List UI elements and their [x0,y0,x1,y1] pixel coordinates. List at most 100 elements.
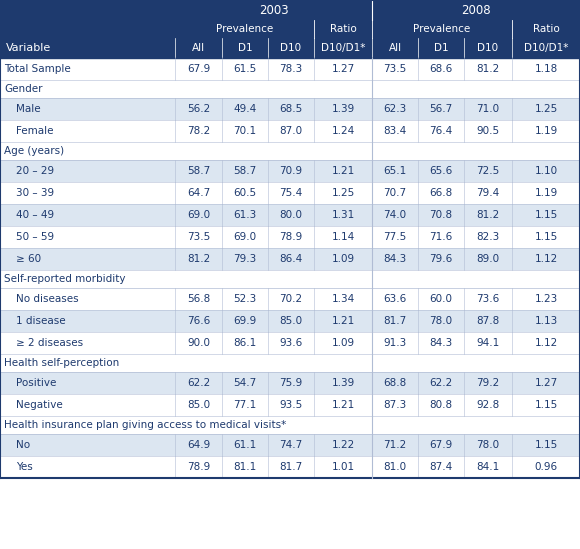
Text: 93.5: 93.5 [280,400,303,410]
Text: 75.4: 75.4 [280,188,303,198]
Text: 1.25: 1.25 [331,188,354,198]
Text: Male: Male [16,104,41,114]
Text: Total Sample: Total Sample [4,64,71,74]
Text: 1.18: 1.18 [534,64,557,74]
Text: 78.2: 78.2 [187,126,210,136]
Text: 85.0: 85.0 [187,400,210,410]
Text: 69.0: 69.0 [233,232,256,242]
Text: 1.01: 1.01 [331,462,354,472]
Text: 79.3: 79.3 [233,254,256,264]
Text: 94.1: 94.1 [476,338,499,348]
Text: 49.4: 49.4 [233,104,256,114]
Text: 80.8: 80.8 [429,400,452,410]
Bar [0,354,580,372]
Text: 1.21: 1.21 [331,166,354,176]
Text: All: All [192,43,205,53]
Text: Negative: Negative [16,400,63,410]
Bar [372,0,580,20]
Bar [175,20,372,38]
Text: D1: D1 [238,43,252,53]
Text: Ratio: Ratio [329,24,356,34]
Text: 84.3: 84.3 [429,338,452,348]
Text: 68.6: 68.6 [429,64,452,74]
Text: 87.8: 87.8 [476,316,499,326]
Text: Positive: Positive [16,378,56,388]
Text: 79.4: 79.4 [476,188,499,198]
Text: 50 – 59: 50 – 59 [16,232,54,242]
Text: 69.0: 69.0 [187,210,210,220]
Text: 78.0: 78.0 [476,440,499,450]
Bar [0,80,580,98]
Text: 1.31: 1.31 [331,210,354,220]
Bar [0,416,580,434]
Text: 60.5: 60.5 [233,188,256,198]
Text: Health self-perception: Health self-perception [4,358,119,368]
Text: Self-reported morbidity: Self-reported morbidity [4,274,125,284]
Text: 52.3: 52.3 [233,294,256,304]
Text: 67.9: 67.9 [429,440,452,450]
Bar [0,160,580,182]
Text: D10/D1*: D10/D1* [321,43,365,53]
Text: No diseases: No diseases [16,294,79,304]
Text: 1.09: 1.09 [331,254,354,264]
Text: 78.9: 78.9 [280,232,303,242]
Text: 78.0: 78.0 [429,316,452,326]
Text: 71.0: 71.0 [476,104,499,114]
Text: 73.5: 73.5 [187,232,210,242]
Text: 70.9: 70.9 [280,166,303,176]
Text: 70.7: 70.7 [383,188,407,198]
Text: 30 – 39: 30 – 39 [16,188,54,198]
Text: 68.5: 68.5 [280,104,303,114]
Text: 1.22: 1.22 [331,440,354,450]
Text: Female: Female [16,126,53,136]
Bar [175,38,372,58]
Text: 65.1: 65.1 [383,166,407,176]
Text: 65.6: 65.6 [429,166,452,176]
Text: 77.5: 77.5 [383,232,407,242]
Text: 0.96: 0.96 [534,462,557,472]
Text: 90.0: 90.0 [187,338,210,348]
Text: 56.2: 56.2 [187,104,210,114]
Text: 74.0: 74.0 [383,210,407,220]
Text: 81.7: 81.7 [383,316,407,326]
Text: 1.19: 1.19 [534,188,557,198]
Text: 1.25: 1.25 [534,104,557,114]
Text: 69.9: 69.9 [233,316,256,326]
Text: Age (years): Age (years) [4,146,64,156]
Bar [0,394,580,416]
Text: 73.5: 73.5 [383,64,407,74]
Text: 77.1: 77.1 [233,400,256,410]
Text: Prevalence: Prevalence [414,24,470,34]
Text: 76.4: 76.4 [429,126,452,136]
Bar [0,456,580,478]
Text: Yes: Yes [16,462,32,472]
Text: 1.34: 1.34 [331,294,354,304]
Bar [0,0,175,58]
Text: 1.27: 1.27 [331,64,354,74]
Text: Health insurance plan giving access to medical visits*: Health insurance plan giving access to m… [4,420,287,430]
Text: 92.8: 92.8 [476,400,499,410]
Text: 79.2: 79.2 [476,378,499,388]
Bar [175,0,372,20]
Text: 67.9: 67.9 [187,64,210,74]
Text: 85.0: 85.0 [280,316,303,326]
Text: 81.2: 81.2 [187,254,210,264]
Text: 1.14: 1.14 [331,232,354,242]
Text: 81.0: 81.0 [383,462,407,472]
Text: 56.8: 56.8 [187,294,210,304]
Bar [0,248,580,270]
Text: 20 – 29: 20 – 29 [16,166,54,176]
Text: 70.2: 70.2 [280,294,303,304]
Bar [0,332,580,354]
Text: 2003: 2003 [259,3,288,16]
Text: 80.0: 80.0 [280,210,303,220]
Text: 1.23: 1.23 [534,294,557,304]
Text: Prevalence: Prevalence [216,24,273,34]
Text: 86.1: 86.1 [233,338,256,348]
Text: 64.9: 64.9 [187,440,210,450]
Text: Ratio: Ratio [532,24,559,34]
Text: 1.39: 1.39 [331,378,354,388]
Text: 75.9: 75.9 [280,378,303,388]
Bar [0,310,580,332]
Text: All: All [389,43,401,53]
